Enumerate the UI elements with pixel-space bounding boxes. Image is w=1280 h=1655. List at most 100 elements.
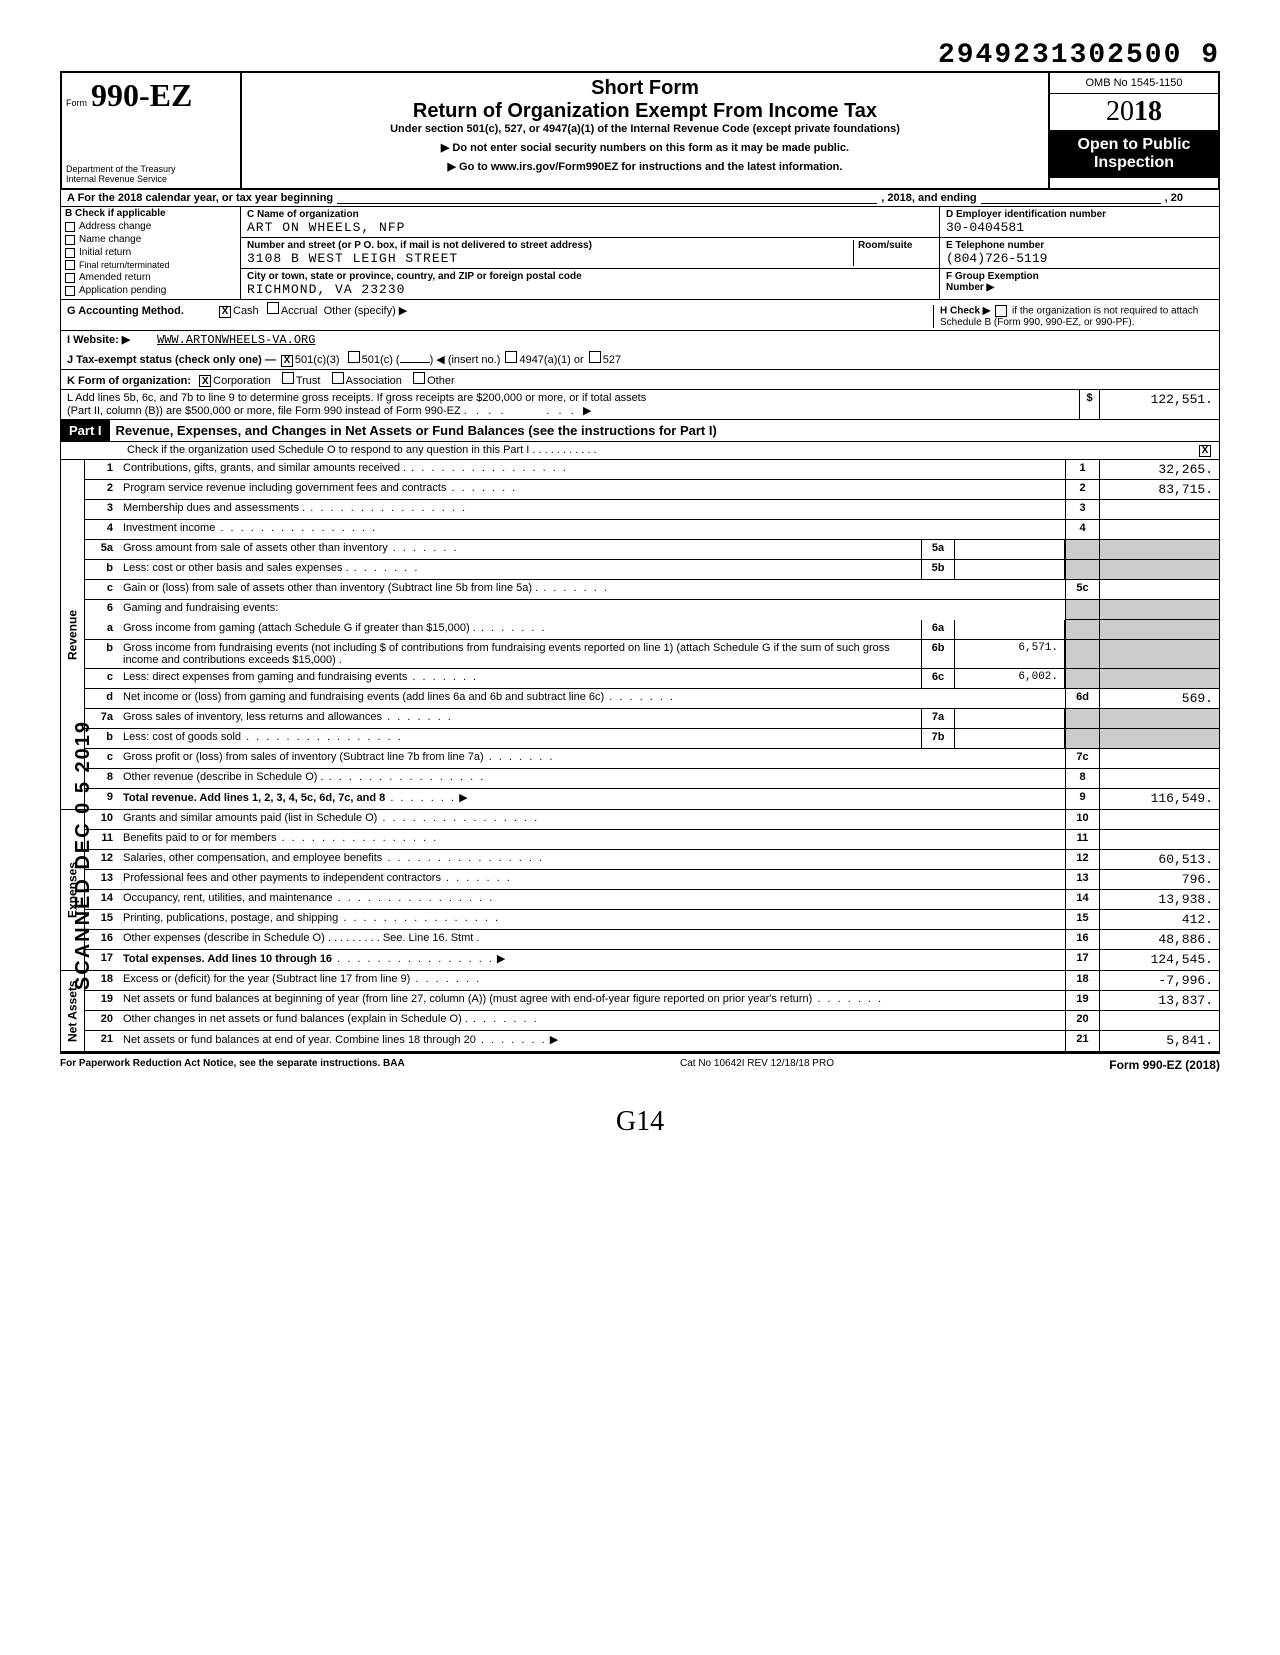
chk-k-trust[interactable] xyxy=(282,372,294,384)
g-cash: Cash xyxy=(233,305,259,317)
l7a-mn: 7a xyxy=(921,709,955,728)
chk-schedule-o[interactable]: X xyxy=(1199,445,1211,457)
handwritten-note: G14 xyxy=(60,1106,1220,1138)
chk-h[interactable] xyxy=(995,305,1007,317)
l21-v: 5,841. xyxy=(1099,1031,1219,1051)
revenue-label: Revenue xyxy=(61,460,85,809)
inspect-l2: Inspection xyxy=(1054,154,1214,172)
l17-v: 124,545. xyxy=(1099,950,1219,970)
l3-t: Membership dues and assessments . xyxy=(123,502,305,514)
l7c-v xyxy=(1099,749,1219,768)
dln-number: 2949231302500 9 xyxy=(60,40,1220,71)
title-short-form: Short Form xyxy=(250,77,1040,100)
chk-final-return[interactable]: Final return/terminated xyxy=(61,259,240,271)
d-header: D Employer identification number xyxy=(946,209,1213,220)
l-text1: L Add lines 5b, 6c, and 7b to line 9 to … xyxy=(67,392,1073,404)
dept-irs: Internal Revenue Service xyxy=(66,174,236,184)
l14-v: 13,938. xyxy=(1099,890,1219,909)
ein: 30-0404581 xyxy=(946,220,1213,235)
chk-501c3[interactable]: X xyxy=(281,355,293,367)
instr-ssn: ▶ Do not enter social security numbers o… xyxy=(250,141,1040,154)
l12-v: 60,513. xyxy=(1099,850,1219,869)
l6c-mn: 6c xyxy=(921,669,955,688)
chk-cash[interactable]: X xyxy=(219,306,231,318)
l6d-t: Net income or (loss) from gaming and fun… xyxy=(123,691,604,703)
chk-app-pending[interactable]: Application pending xyxy=(61,284,240,297)
org-name: ART ON WHEELS, NFP xyxy=(247,220,933,235)
line-l: L Add lines 5b, 6c, and 7b to line 9 to … xyxy=(60,390,1220,420)
l5a-mv xyxy=(955,540,1065,559)
l4-t: Investment income xyxy=(123,522,215,534)
l7b-mv xyxy=(955,729,1065,748)
l8-v xyxy=(1099,769,1219,788)
l-text2: (Part II, column (B)) are $500,000 or mo… xyxy=(67,405,467,417)
chk-initial-return[interactable]: Initial return xyxy=(61,246,240,259)
city-label: City or town, state or province, country… xyxy=(247,271,933,282)
l2-v: 83,715. xyxy=(1099,480,1219,499)
l10-v xyxy=(1099,810,1219,829)
line-a-txt3: , 20 xyxy=(1165,192,1183,204)
b-opt-1: Name change xyxy=(79,234,141,245)
phone: (804)726-5119 xyxy=(946,251,1213,266)
l21-t: Net assets or fund balances at end of ye… xyxy=(123,1034,476,1046)
l18-t: Excess or (deficit) for the year (Subtra… xyxy=(123,973,410,985)
chk-amended[interactable]: Amended return xyxy=(61,271,240,284)
line-g-h: G Accounting Method. XCash Accrual Other… xyxy=(60,300,1220,331)
chk-name-change[interactable]: Name change xyxy=(61,233,240,246)
l5c-v xyxy=(1099,580,1219,599)
l11-t: Benefits paid to or for members xyxy=(123,832,276,844)
year-0: 0 xyxy=(1120,96,1134,127)
l7c-t: Gross profit or (loss) from sales of inv… xyxy=(123,751,484,763)
l19-v: 13,837. xyxy=(1099,991,1219,1010)
b-header: B Check if applicable xyxy=(61,207,240,220)
form-label: Form xyxy=(66,98,87,108)
l9-v: 116,549. xyxy=(1099,789,1219,809)
j-insert: ) ◀ (insert no.) xyxy=(430,353,501,366)
f-header: F Group ExemptionNumber ▶ xyxy=(946,271,1213,293)
l4-v xyxy=(1099,520,1219,539)
l14-t: Occupancy, rent, utilities, and maintena… xyxy=(123,892,333,904)
net-assets-label: Net Assets xyxy=(61,971,85,1051)
part-1-header: Part I Revenue, Expenses, and Changes in… xyxy=(60,420,1220,442)
l9-t: Total revenue. Add lines 1, 2, 3, 4, 5c,… xyxy=(123,792,385,804)
l-amount: 122,551. xyxy=(1099,390,1219,419)
l6a-mn: 6a xyxy=(921,620,955,639)
chk-527[interactable] xyxy=(589,351,601,363)
e-header: E Telephone number xyxy=(946,240,1213,251)
chk-k-assoc[interactable] xyxy=(332,372,344,384)
chk-4947[interactable] xyxy=(505,351,517,363)
b-opt-4: Amended return xyxy=(79,272,151,283)
year-18: 18 xyxy=(1134,96,1162,127)
l7b-mn: 7b xyxy=(921,729,955,748)
chk-address-change[interactable]: Address change xyxy=(61,220,240,233)
l10-t: Grants and similar amounts paid (list in… xyxy=(123,812,377,824)
form-number: 990-EZ xyxy=(91,77,192,114)
year-2: 2 xyxy=(1106,96,1120,127)
subtitle: Under section 501(c), 527, or 4947(a)(1)… xyxy=(250,123,1040,135)
l18-v: -7,996. xyxy=(1099,971,1219,990)
chk-k-corp[interactable]: X xyxy=(199,375,211,387)
addr-label: Number and street (or P O. box, if mail … xyxy=(247,240,853,251)
l1-v: 32,265. xyxy=(1099,460,1219,479)
inspect-l1: Open to Public xyxy=(1054,136,1214,154)
l12-t: Salaries, other compensation, and employ… xyxy=(123,852,382,864)
k-label: K Form of organization: xyxy=(67,375,191,387)
chk-501c[interactable] xyxy=(348,351,360,363)
footer-left: For Paperwork Reduction Act Notice, see … xyxy=(60,1058,405,1072)
b-opt-5: Application pending xyxy=(79,285,166,296)
chk-accrual[interactable] xyxy=(267,302,279,314)
part1-chk-txt: Check if the organization used Schedule … xyxy=(67,444,1197,456)
tax-year: 2018 xyxy=(1050,94,1218,130)
l6b-mv: 6,571. xyxy=(955,640,1065,668)
l6c-mv: 6,002. xyxy=(955,669,1065,688)
l6b-mn: 6b xyxy=(921,640,955,668)
k-corp: Corporation xyxy=(213,375,270,387)
chk-k-other[interactable] xyxy=(413,372,425,384)
l11-v xyxy=(1099,830,1219,849)
footer-center: Cat No 10642I REV 12/18/18 PRO xyxy=(680,1058,834,1072)
line-a-txt1: A For the 2018 calendar year, or tax yea… xyxy=(67,192,333,204)
line-j: J Tax-exempt status (check only one) — X… xyxy=(60,349,1220,370)
open-to-public: Open to Public Inspection xyxy=(1050,130,1218,178)
omb-number: OMB No 1545-1150 xyxy=(1050,73,1218,94)
l7a-t: Gross sales of inventory, less returns a… xyxy=(123,711,382,723)
